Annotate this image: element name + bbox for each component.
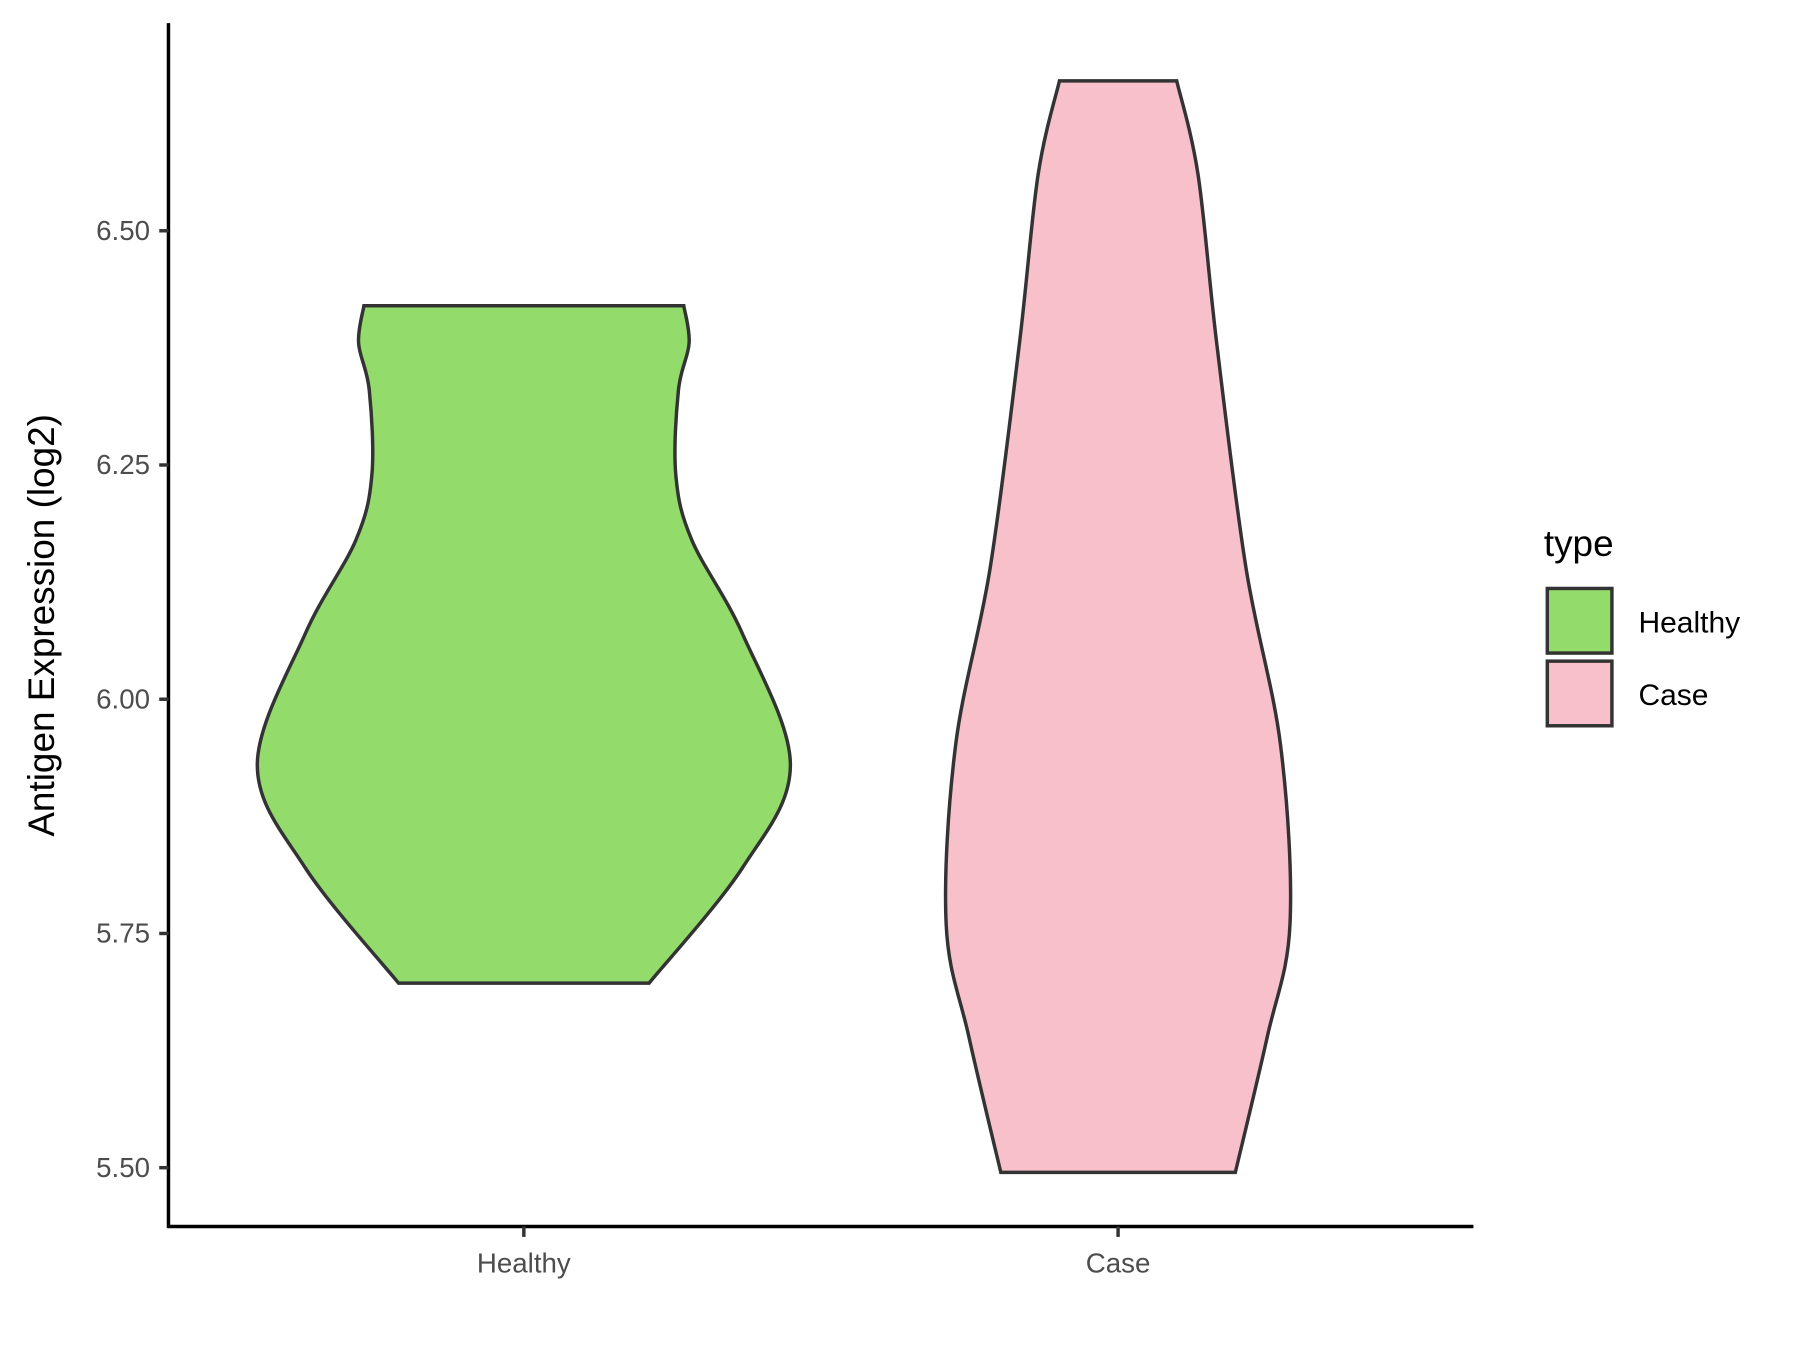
y-tick-label: 5.50 xyxy=(96,1152,150,1183)
y-tick-label: 6.50 xyxy=(96,215,150,246)
x-tick-label: Case xyxy=(1086,1248,1151,1279)
legend-key-healthy xyxy=(1545,586,1614,655)
y-tick-label: 5.75 xyxy=(96,918,150,949)
y-axis-label: Antigen Expression (log2) xyxy=(21,414,62,837)
legend-key-case xyxy=(1545,659,1614,728)
y-tick-label: 6.00 xyxy=(96,683,150,714)
legend-title: type xyxy=(1544,523,1614,564)
x-tick-label: Healthy xyxy=(477,1248,571,1279)
violins xyxy=(255,79,1293,1175)
legend-label: Case xyxy=(1638,679,1708,712)
violin-case xyxy=(943,79,1293,1175)
y-ticks: 5.50 5.75 6.00 6.25 6.50 xyxy=(96,215,169,1183)
legend-label: Healthy xyxy=(1638,606,1740,639)
legend: Healthy Case xyxy=(1545,586,1740,728)
violin-healthy xyxy=(255,303,793,985)
x-ticks: Healthy Case xyxy=(477,1226,1151,1279)
y-tick-label: 6.25 xyxy=(96,449,150,480)
